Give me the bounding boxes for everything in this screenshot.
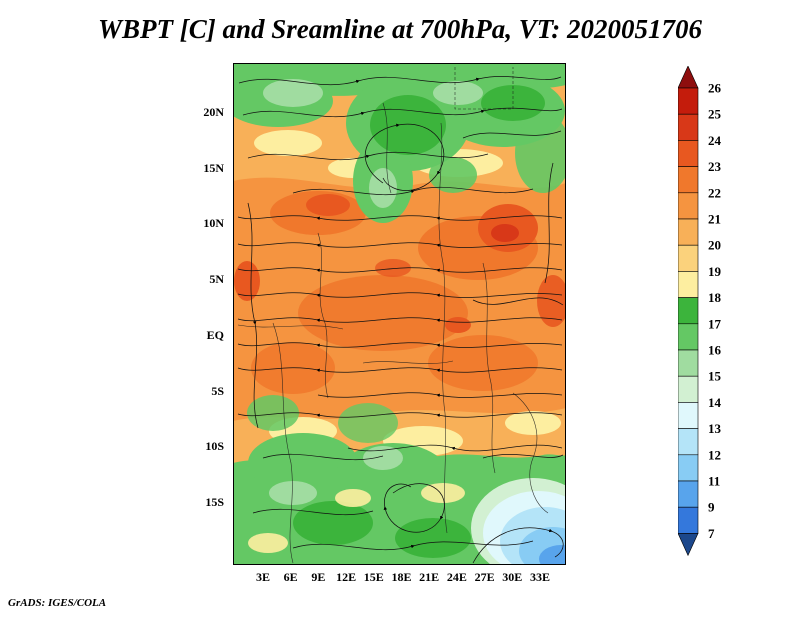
colorbar-top-arrow [677,65,699,89]
chart-title: WBPT [C] and Sreamline at 700hPa, VT: 20… [97,14,703,44]
colorbar-svg: 26 25 24 23 22 21 20 19 18 17 16 15 14 13 12 11 9 7 [677,65,722,557]
colorbar-segment [677,140,699,167]
colorbar-segment [677,87,699,115]
colorbar-label: 26 [708,81,722,96]
lon-tick-label: 6E [283,570,298,584]
lon-tick-label: 9E [311,570,326,584]
colorbar-segment [677,428,699,456]
colorbar-segment [677,506,699,534]
colorbar-segment [677,166,699,194]
lon-tick-label: 12E [336,570,357,584]
colorbar-segment [677,297,699,325]
lon-tick-label: 33E [529,570,551,584]
lat-axis: 20N 15N 10N 5N EQ 5S 10S 15S [192,63,228,565]
borders-layer [237,67,549,564]
colorbar-label: 9 [708,500,715,515]
map-svg [233,63,566,565]
lat-tick-label: 10N [203,216,224,231]
lat-tick-label: 15N [203,160,224,175]
lat-tick-label: 10S [205,439,224,454]
lon-tick-label: 30E [502,570,523,584]
lon-tick-label: 24E [446,570,467,584]
colorbar-label: 11 [708,474,720,489]
lon-tick-label: 27E [474,570,495,584]
colorbar-segment [677,323,699,351]
colorbar-segment [677,349,699,377]
colorbar-label: 21 [708,212,721,227]
colorbar-segment [677,480,699,508]
colorbar-label: 18 [708,290,722,305]
lon-tick-label: 21E [419,570,440,584]
colorbar-segment [677,244,699,272]
colorbar-label: 24 [708,133,722,148]
colorbar-label: 15 [708,369,722,384]
colorbar-segment [677,454,699,482]
lon-tick-label: 15E [363,570,384,584]
lat-tick-label: 15S [205,494,224,509]
colorbar-label: 16 [708,343,722,358]
colorbar-label: 17 [708,316,722,331]
colorbar-label: 23 [708,159,722,174]
colorbar-label: 14 [708,395,722,410]
colorbar-label: 7 [708,526,715,541]
credit-label: GrADS: IGES/COLA [8,597,107,609]
colorbar-segment [677,113,699,141]
colorbar-label: 20 [708,238,721,253]
lat-tick-label: EQ [206,327,224,342]
lat-tick-label: 20N [203,105,224,119]
colorbar-segment [677,218,699,246]
colorbar-segment [677,271,699,298]
colorbar-label: 12 [708,447,721,462]
colorbar-segment [677,375,699,403]
colorbar-label: 13 [708,421,722,436]
colorbar-segment [677,402,699,429]
map-frame-border [233,63,566,565]
colorbar-label: 19 [708,264,722,279]
colorbar-bar: 26 25 24 23 22 21 20 19 18 17 16 15 14 13 12 11 9 7 [677,65,758,563]
colorbar-bottom-arrow [677,533,699,557]
lon-tick-label: 3E [255,570,271,584]
colorbar-label: 22 [708,185,721,200]
map-plot [233,63,566,565]
lat-tick-label: 5N [209,272,224,287]
lon-tick-label: 18E [391,570,412,584]
colorbar-segment [677,192,699,220]
lon-axis: 3E 6E 9E 12E 15E 18E 21E 24E 27E 30E 33E [233,570,566,586]
lat-tick-label: 5S [211,383,224,398]
colorbar-label: 25 [708,107,722,122]
streamlines-layer [237,76,564,564]
shading-layer [233,63,566,565]
colorbar: 26 25 24 23 22 21 20 19 18 17 16 15 14 13 12 11 9 7 [677,65,758,563]
